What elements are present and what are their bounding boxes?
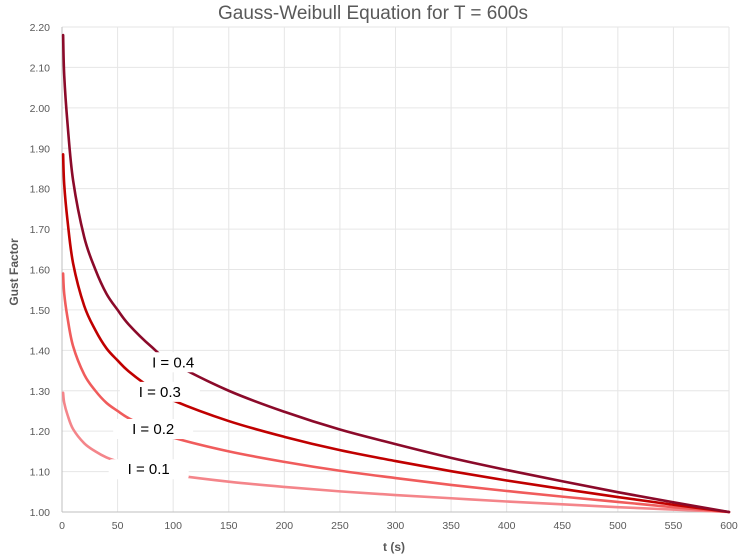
x-tick-label: 250	[331, 520, 349, 532]
y-tick-label: 1.60	[30, 265, 51, 277]
x-tick-label: 150	[220, 520, 238, 532]
x-tick-label: 600	[720, 520, 738, 532]
axes	[61, 27, 729, 513]
series-label: I = 0.4	[152, 354, 194, 371]
x-tick-label: 500	[609, 520, 627, 532]
x-axis-label: t (s)	[383, 540, 405, 554]
y-tick-label: 2.20	[30, 22, 51, 34]
series-label-background	[119, 381, 200, 402]
x-tick-label: 450	[553, 520, 571, 532]
series-label: I = 0.2	[132, 421, 174, 438]
y-tick-label: 1.70	[30, 224, 51, 236]
y-axis-label: Gust Factor	[7, 238, 21, 306]
series-label: I = 0.1	[128, 461, 170, 478]
series-label-background	[108, 459, 189, 480]
series-labels: I = 0.1 I = 0.2 I = 0.3 I = 0.4	[108, 352, 214, 480]
y-tick-label: 1.40	[30, 345, 51, 357]
y-tick-label: 2.00	[30, 103, 51, 115]
x-tick-label: 50	[112, 520, 124, 532]
y-tick-label: 1.30	[30, 386, 51, 398]
y-tick-label: 1.10	[30, 467, 51, 479]
series-label: I = 0.3	[139, 384, 181, 401]
y-tick-label: 2.10	[30, 62, 51, 74]
y-tick-label: 1.50	[30, 305, 51, 317]
chart-title: Gauss-Weibull Equation for T = 600s	[218, 3, 528, 24]
gridlines	[61, 26, 730, 513]
y-tick-label: 1.20	[30, 426, 51, 438]
series-label-background	[113, 418, 194, 439]
x-tick-label: 200	[276, 520, 294, 532]
series-label-background	[133, 352, 214, 373]
x-tick-label: 300	[387, 520, 405, 532]
x-tick-label: 350	[442, 520, 460, 532]
x-tick-label: 550	[665, 520, 683, 532]
y-tick-label: 1.00	[30, 507, 51, 519]
tick-labels: 0 50 100 150 200 250 300 350 400 450 500 550 600 1.00…	[30, 22, 738, 532]
x-tick-label: 400	[498, 520, 516, 532]
x-tick-label: 0	[59, 520, 65, 532]
y-tick-label: 1.90	[30, 143, 51, 155]
y-tick-label: 1.80	[30, 184, 51, 196]
x-tick-label: 100	[164, 520, 182, 532]
